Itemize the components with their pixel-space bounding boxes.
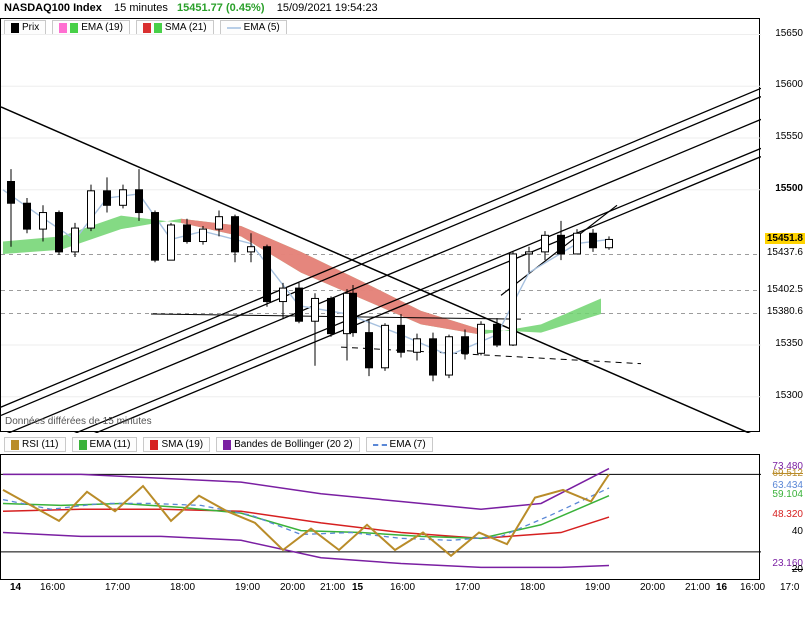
- legend-item[interactable]: RSI (11): [4, 437, 66, 452]
- symbol-label: NASDAQ100 Index: [4, 2, 102, 14]
- indicator-y-axis: 73.48069.51263.43459.10448.3204023.16020: [761, 454, 805, 580]
- indicator-chart-svg: [1, 455, 761, 581]
- timestamp: 15/09/2021 19:54:23: [277, 2, 378, 14]
- legend-item[interactable]: SMA (19): [143, 437, 210, 452]
- data-delay-note: Données différées de 15 minutes: [5, 416, 152, 427]
- price-chart-svg: [1, 19, 761, 433]
- chart-header: NASDAQ100 Index 15 minutes 15451.77 (0.4…: [4, 2, 378, 14]
- legend-item[interactable]: EMA (7): [366, 437, 433, 452]
- chart-container: NASDAQ100 Index 15 minutes 15451.77 (0.4…: [0, 0, 806, 617]
- legend-item[interactable]: EMA (11): [72, 437, 138, 452]
- interval-label: 15 minutes: [114, 2, 168, 14]
- price-chart-panel[interactable]: Données différées de 15 minutes: [0, 18, 760, 432]
- last-price: 15451.77: [177, 2, 223, 14]
- price-y-axis: 1565015600155501550015451.815437.615402.…: [761, 18, 805, 432]
- change-pct: (0.45%): [226, 2, 265, 14]
- indicator-chart-panel[interactable]: [0, 454, 760, 580]
- indicator-legend: RSI (11) EMA (11) SMA (19) Bandes de Bollin…: [4, 437, 433, 452]
- legend-item[interactable]: Bandes de Bollinger (20 2): [216, 437, 359, 452]
